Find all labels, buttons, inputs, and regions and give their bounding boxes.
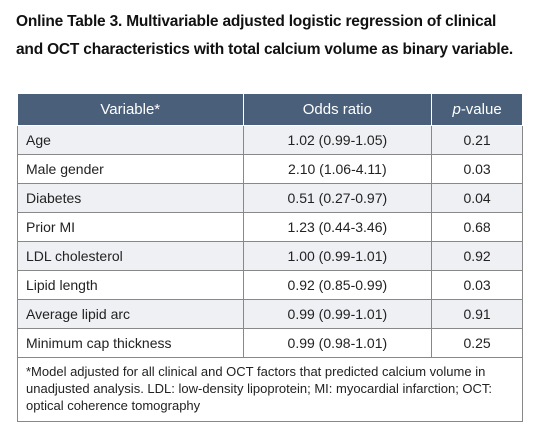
cell-odds-ratio: 0.92 (0.85-0.99) bbox=[242, 270, 433, 300]
table-row: Prior MI 1.23 (0.44-3.46) 0.68 bbox=[17, 212, 523, 242]
header-p-italic: p bbox=[452, 101, 461, 118]
footnote-row: *Model adjusted for all clinical and OCT… bbox=[17, 357, 523, 422]
cell-variable: Prior MI bbox=[17, 212, 244, 242]
cell-odds-ratio: 0.51 (0.27-0.97) bbox=[242, 183, 433, 213]
cell-odds-ratio: 1.23 (0.44-3.46) bbox=[242, 212, 433, 242]
header-variable: Variable* bbox=[17, 93, 244, 126]
header-odds-ratio: Odds ratio bbox=[242, 93, 433, 126]
cell-variable: Lipid length bbox=[17, 270, 244, 300]
table-row: Average lipid arc 0.99 (0.99-1.01) 0.91 bbox=[17, 299, 523, 329]
table-row: Diabetes 0.51 (0.27-0.97) 0.04 bbox=[17, 183, 523, 213]
cell-p-value: 0.03 bbox=[431, 270, 523, 300]
table-title: Online Table 3. Multivariable adjusted l… bbox=[16, 13, 514, 58]
cell-p-value: 0.03 bbox=[431, 154, 523, 184]
cell-odds-ratio: 2.10 (1.06-4.11) bbox=[242, 154, 433, 184]
cell-p-value: 0.04 bbox=[431, 183, 523, 213]
cell-variable: Diabetes bbox=[17, 183, 244, 213]
header-p-rest: -value bbox=[460, 101, 502, 118]
cell-odds-ratio: 1.00 (0.99-1.01) bbox=[242, 241, 433, 271]
cell-variable: Age bbox=[17, 125, 244, 155]
table-row: Male gender 2.10 (1.06-4.11) 0.03 bbox=[17, 154, 523, 184]
cell-variable: Average lipid arc bbox=[17, 299, 244, 329]
table-row: Minimum cap thickness 0.99 (0.98-1.01) 0… bbox=[17, 328, 523, 358]
cell-p-value: 0.25 bbox=[431, 328, 523, 358]
cell-variable: Male gender bbox=[17, 154, 244, 184]
cell-variable: LDL cholesterol bbox=[17, 241, 244, 271]
table-row: Lipid length 0.92 (0.85-0.99) 0.03 bbox=[17, 270, 523, 300]
table-row: Age 1.02 (0.99-1.05) 0.21 bbox=[17, 125, 523, 155]
cell-p-value: 0.68 bbox=[431, 212, 523, 242]
cell-odds-ratio: 0.99 (0.99-1.01) bbox=[242, 299, 433, 329]
cell-variable: Minimum cap thickness bbox=[17, 328, 244, 358]
header-p-value: p-value bbox=[431, 93, 523, 126]
table-footnote: *Model adjusted for all clinical and OCT… bbox=[17, 357, 523, 422]
cell-p-value: 0.91 bbox=[431, 299, 523, 329]
cell-p-value: 0.21 bbox=[431, 125, 523, 155]
header-row: Variable* Odds ratio p-value bbox=[17, 93, 523, 126]
cell-odds-ratio: 0.99 (0.98-1.01) bbox=[242, 328, 433, 358]
cell-odds-ratio: 1.02 (0.99-1.05) bbox=[242, 125, 433, 155]
cell-p-value: 0.92 bbox=[431, 241, 523, 271]
regression-table: Variable* Odds ratio p-value Age 1.02 (0… bbox=[17, 93, 523, 422]
table-row: LDL cholesterol 1.00 (0.99-1.01) 0.92 bbox=[17, 241, 523, 271]
